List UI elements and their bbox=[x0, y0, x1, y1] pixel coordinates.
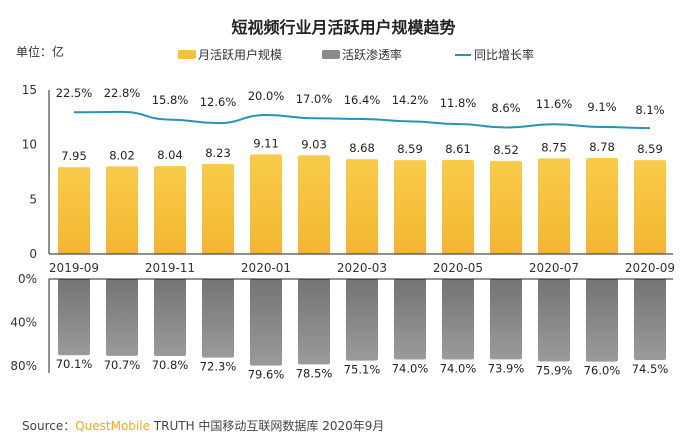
bar-label-penetration: 70.8% bbox=[152, 358, 189, 372]
bar-label-mau: 9.03 bbox=[301, 137, 327, 151]
bar-label-penetration: 78.5% bbox=[296, 366, 333, 380]
legend-label-yoy: 同比增长率 bbox=[474, 48, 535, 62]
bar-penetration bbox=[394, 279, 426, 360]
line-label-yoy: 11.8% bbox=[440, 96, 477, 110]
bar-label-penetration: 70.7% bbox=[104, 358, 141, 372]
line-label-yoy: 15.8% bbox=[152, 93, 189, 107]
y-tick-label: 10 bbox=[22, 138, 37, 152]
bar-label-penetration: 74.0% bbox=[392, 361, 429, 375]
x-tick-label: 2019-11 bbox=[145, 261, 195, 275]
legend-item-mau: 月活跃用户规模 bbox=[178, 46, 282, 63]
legend-swatch-penetration bbox=[322, 50, 340, 59]
x-tick-label: 2020-05 bbox=[433, 261, 483, 275]
bar-label-mau: 8.59 bbox=[637, 142, 663, 156]
source-note: Source：QuestMobile TRUTH 中国移动互联网数据库 2020… bbox=[22, 417, 384, 434]
line-label-yoy: 8.1% bbox=[635, 103, 664, 117]
x-tick-label: 2020-01 bbox=[241, 261, 291, 275]
y-tick-label: 5 bbox=[29, 192, 37, 206]
bar-label-mau: 7.95 bbox=[61, 149, 87, 163]
bar-label-penetration: 79.6% bbox=[248, 368, 285, 382]
bar-penetration bbox=[250, 279, 282, 366]
bar-label-mau: 8.61 bbox=[445, 142, 471, 156]
bar-label-penetration: 75.9% bbox=[536, 364, 573, 378]
bar-label-penetration: 73.9% bbox=[488, 361, 525, 375]
bar-mau bbox=[442, 159, 474, 254]
line-label-yoy: 12.6% bbox=[200, 95, 237, 109]
legend-label-mau: 月活跃用户规模 bbox=[198, 48, 283, 62]
bar-mau bbox=[586, 158, 618, 254]
bar-mau bbox=[106, 166, 138, 254]
bar-penetration bbox=[586, 279, 618, 362]
bar-label-mau: 8.78 bbox=[589, 140, 615, 154]
x-tick-label: 2020-07 bbox=[529, 261, 579, 275]
y-tick-label: 0 bbox=[29, 247, 37, 261]
line-label-yoy: 9.1% bbox=[587, 100, 616, 114]
bar-label-mau: 8.59 bbox=[397, 142, 423, 156]
unit-label: 单位：亿 bbox=[16, 45, 65, 59]
bar-label-penetration: 70.1% bbox=[56, 357, 93, 371]
line-label-yoy: 8.6% bbox=[491, 101, 520, 115]
line-label-yoy: 11.6% bbox=[536, 97, 573, 111]
x-tick-label: 2020-03 bbox=[337, 261, 387, 275]
line-label-yoy: 22.5% bbox=[56, 86, 93, 100]
legend-item-penetration: 活跃渗透率 bbox=[322, 46, 402, 63]
bar-label-mau: 9.11 bbox=[253, 136, 279, 150]
bar-penetration bbox=[490, 279, 522, 360]
bar-label-mau: 8.02 bbox=[109, 148, 135, 162]
line-yoy bbox=[73, 110, 651, 130]
line-label-yoy: 22.8% bbox=[104, 86, 141, 100]
y-tick-label: 40% bbox=[10, 316, 37, 330]
bar-mau bbox=[634, 160, 666, 254]
source-rest: TRUTH 中国移动互联网数据库 2020年9月 bbox=[149, 419, 385, 433]
bar-label-mau: 8.68 bbox=[349, 141, 375, 155]
legend-line-yoy bbox=[455, 53, 471, 56]
bar-penetration bbox=[442, 279, 474, 360]
line-label-yoy: 16.4% bbox=[344, 93, 381, 107]
bar-label-penetration: 74.5% bbox=[632, 362, 669, 376]
legend-swatch-mau bbox=[178, 50, 196, 59]
bar-mau bbox=[154, 166, 186, 254]
line-label-yoy: 17.0% bbox=[296, 92, 333, 106]
bar-penetration bbox=[346, 279, 378, 361]
bar-mau bbox=[298, 155, 330, 254]
bar-mau bbox=[58, 167, 90, 254]
line-label-yoy: 14.2% bbox=[392, 93, 429, 107]
x-tick-label: 2020-09 bbox=[625, 261, 675, 275]
bar-label-mau: 8.23 bbox=[205, 146, 231, 160]
bar-mau bbox=[394, 160, 426, 254]
source-prefix: Source： bbox=[22, 419, 76, 433]
y-tick-label: 0% bbox=[18, 272, 37, 286]
bar-label-penetration: 74.0% bbox=[440, 361, 477, 375]
bar-mau bbox=[202, 164, 234, 254]
line-label-yoy: 20.0% bbox=[248, 89, 285, 103]
bar-label-mau: 8.75 bbox=[541, 140, 567, 154]
bar-penetration bbox=[154, 279, 186, 356]
source-brand: QuestMobile bbox=[75, 419, 150, 433]
y-tick-label: 80% bbox=[10, 359, 37, 373]
bar-mau bbox=[490, 160, 522, 254]
legend-item-yoy: 同比增长率 bbox=[455, 46, 534, 63]
bar-label-penetration: 76.0% bbox=[584, 364, 621, 378]
bar-penetration bbox=[106, 279, 138, 356]
x-tick-label: 2019-09 bbox=[49, 261, 99, 275]
chart-title: 短视频行业月活跃用户规模趋势 bbox=[231, 18, 456, 37]
legend-label-penetration: 活跃渗透率 bbox=[342, 48, 403, 62]
bar-mau bbox=[346, 159, 378, 254]
y-tick-label: 15 bbox=[22, 83, 37, 97]
bar-label-penetration: 75.1% bbox=[344, 363, 381, 377]
bar-penetration bbox=[298, 279, 330, 365]
bar-label-penetration: 72.3% bbox=[200, 360, 237, 374]
bar-mau bbox=[250, 154, 282, 254]
bar-penetration bbox=[58, 279, 90, 356]
bar-mau bbox=[538, 158, 570, 254]
bar-label-mau: 8.52 bbox=[493, 143, 519, 157]
bar-penetration bbox=[634, 279, 666, 361]
bar-penetration bbox=[202, 279, 234, 358]
bar-penetration bbox=[538, 279, 570, 362]
bar-label-mau: 8.04 bbox=[157, 148, 183, 162]
